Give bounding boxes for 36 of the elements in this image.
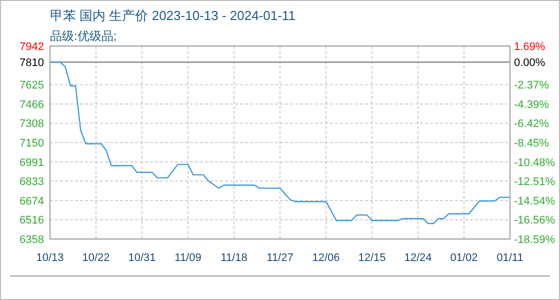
y-tick-label: 7625 (20, 80, 44, 92)
x-tick-label: 12/24 (404, 252, 432, 264)
y-tick-label: 6833 (20, 176, 44, 188)
y2-tick-label: -10.48% (514, 156, 556, 169)
line-series (49, 61, 511, 224)
y-tick-label: 7810 (20, 57, 44, 70)
x-tick-label: 11/09 (174, 252, 202, 264)
y2-tick-label: -8.45% (514, 138, 550, 150)
x-tick-label: 11/18 (220, 252, 248, 264)
y-tick-label: 7150 (20, 138, 44, 150)
y-tick-label: 6516 (20, 214, 44, 227)
y-tick-label: 7308 (20, 118, 44, 130)
x-tick-label: 10/22 (82, 252, 110, 264)
y2-tick-label: -18.59% (514, 234, 556, 246)
y2-tick-label: -4.39% (514, 98, 550, 111)
y-tick-label: 6358 (20, 234, 44, 246)
y2-tick-label: -6.42% (514, 118, 550, 130)
x-tick-label: 12/06 (312, 252, 340, 264)
x-tick-label: 12/15 (358, 252, 386, 264)
y-tick-label: 7942 (20, 41, 44, 53)
y2-tick-label: 0.00% (514, 57, 546, 70)
y2-tick-label: -12.51% (514, 176, 556, 188)
chart-title: 甲苯 国内 生产价 2023-10-13 - 2024-01-11 (50, 8, 296, 23)
chart-subtitle: 品级:优级品; (50, 29, 117, 43)
y2-tick-label: -14.54% (514, 195, 556, 208)
y2-tick-label: -16.56% (514, 214, 556, 227)
x-tick-label: 10/13 (36, 252, 64, 264)
y2-tick-label: -2.37% (514, 80, 550, 92)
y-tick-label: 6674 (20, 195, 44, 208)
x-tick-label: 01/11 (496, 252, 524, 264)
x-tick-label: 11/27 (266, 252, 294, 264)
x-tick-label: 01/02 (450, 252, 478, 264)
y-tick-label: 6991 (20, 156, 44, 169)
y2-tick-label: 1.69% (514, 41, 546, 53)
y-tick-label: 7466 (20, 98, 44, 111)
x-tick-label: 10/31 (128, 252, 156, 264)
